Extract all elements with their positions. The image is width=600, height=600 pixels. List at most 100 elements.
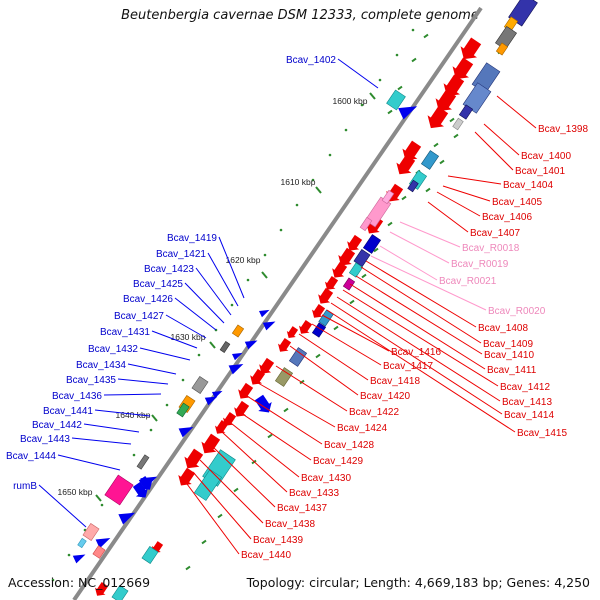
ruler-label: 1610 kbp	[281, 177, 316, 187]
ruler-tick	[387, 221, 393, 227]
gene-label-bcav-1406: Bcav_1406	[482, 212, 532, 223]
reverse-gene-icon	[238, 382, 254, 399]
leader-line	[447, 175, 502, 185]
forward-gene-icon	[258, 309, 270, 318]
reverse-gene-icon	[298, 320, 313, 334]
leader-line	[342, 289, 499, 387]
rna-gene-icon	[141, 545, 159, 565]
gene-label-bcav-1415: Bcav_1415	[517, 428, 567, 439]
gene-label-bcav-1432: Bcav_1432	[88, 344, 138, 355]
ruler-dot	[149, 428, 153, 432]
ruler-tick	[333, 325, 339, 331]
forward-gene-icon	[398, 106, 418, 120]
gene-label-bcav-r0020: Bcav_R0020	[488, 306, 546, 317]
leader-line	[321, 314, 390, 352]
ruler-tick	[439, 159, 445, 165]
gene-label-bcav-1419: Bcav_1419	[167, 233, 217, 244]
ruler-tick	[433, 142, 439, 148]
gene-label-bcav-1440: Bcav_1440	[241, 550, 291, 561]
misc-gene-icon	[288, 347, 308, 367]
reverse-gene-icon	[452, 57, 474, 80]
leader-line	[71, 437, 132, 445]
ruler-major-tick	[315, 186, 322, 194]
reverse-gene-icon	[94, 582, 109, 596]
reverse-gene-icon	[460, 37, 482, 60]
gene-label-bcav-r0018: Bcav_R0018	[462, 243, 520, 254]
leader-line	[379, 245, 438, 281]
gene-label-bcav-1420: Bcav_1420	[360, 391, 410, 402]
gene-label-bcav-1414: Bcav_1414	[504, 410, 554, 421]
forward-gene-icon	[311, 322, 327, 338]
leader-line	[336, 296, 501, 402]
ruler-label: 1650 kbp	[58, 487, 93, 497]
ruler-tick	[411, 57, 417, 63]
misc-gene-icon	[420, 150, 440, 170]
rna-gene-icon	[348, 262, 364, 278]
gene-label-bcav-1401: Bcav_1401	[515, 166, 565, 177]
leader-line	[237, 410, 312, 461]
forward-gene-icon	[178, 427, 194, 438]
reverse-gene-icon	[222, 412, 237, 426]
accession-text: Accession: NC_012669	[8, 575, 151, 590]
gene-label-bcav-1413: Bcav_1413	[502, 397, 552, 408]
forward-gene-icon	[118, 512, 136, 525]
reverse-gene-icon	[201, 433, 221, 454]
leader-line	[117, 378, 169, 385]
reverse-gene-icon	[259, 357, 275, 374]
gene-label-bcav-1441: Bcav_1441	[43, 406, 93, 417]
leader-line	[192, 471, 252, 540]
ruler-tick	[397, 85, 403, 91]
reverse-gene-icon	[332, 261, 348, 278]
ruler-dot	[51, 578, 55, 582]
gene-label-bcav-1438: Bcav_1438	[265, 519, 315, 530]
leader-line	[360, 266, 482, 344]
leader-line	[151, 330, 198, 349]
forward-gene-icon	[254, 394, 272, 413]
leader-line	[289, 345, 359, 396]
ruler-tick	[201, 539, 207, 545]
forward-gene-icon	[72, 554, 86, 564]
leader-line	[257, 382, 336, 428]
ruler-dot	[295, 203, 299, 207]
rna-gene-icon	[381, 189, 395, 205]
leader-line	[483, 123, 520, 156]
leader-line	[311, 323, 382, 366]
gene-label-bcav-1409: Bcav_1409	[483, 339, 533, 350]
gene-label-bcav-r0019: Bcav_R0019	[451, 259, 509, 270]
rna-gene-icon	[359, 216, 373, 232]
ruler-label: 1640 kbp	[116, 410, 151, 420]
leader-line	[38, 484, 87, 528]
gene-label-bcav-1443: Bcav_1443	[20, 434, 70, 445]
gene-label-bcav-1407: Bcav_1407	[470, 228, 520, 239]
forward-gene-icon	[132, 481, 148, 498]
gene-label-rumb: rumB	[13, 481, 37, 492]
forward-gene-icon	[244, 340, 258, 350]
reverse-gene-icon	[318, 287, 334, 304]
gene-label-bcav-1439: Bcav_1439	[253, 535, 303, 546]
ruler-tick	[387, 109, 393, 115]
misc-gene-icon	[407, 179, 419, 193]
ruler-dot	[197, 353, 201, 357]
leader-line	[246, 395, 323, 445]
reverse-gene-icon	[184, 448, 204, 469]
misc-gene-icon	[452, 117, 464, 131]
gene-label-bcav-1436: Bcav_1436	[52, 391, 102, 402]
gene-label-bcav-1422: Bcav_1422	[349, 407, 399, 418]
ruler-dot	[395, 53, 399, 57]
leader-line	[186, 483, 240, 555]
reverse-gene-icon	[338, 247, 356, 266]
ruler-dot	[100, 503, 104, 507]
gene-label-bcav-1417: Bcav_1417	[383, 361, 433, 372]
misc-gene-icon	[342, 277, 356, 291]
forward-gene-icon	[362, 234, 382, 254]
ruler-tick	[185, 565, 191, 571]
leader-line	[127, 363, 177, 375]
gene-label-bcav-r0021: Bcav_R0021	[439, 276, 497, 287]
reverse-gene-icon	[178, 467, 196, 486]
rna-gene-icon	[386, 89, 406, 111]
leader-line	[496, 95, 537, 129]
gene-label-bcav-1408: Bcav_1408	[478, 323, 528, 334]
ruler-tick	[453, 133, 459, 139]
gene-label-bcav-1426: Bcav_1426	[123, 294, 173, 305]
